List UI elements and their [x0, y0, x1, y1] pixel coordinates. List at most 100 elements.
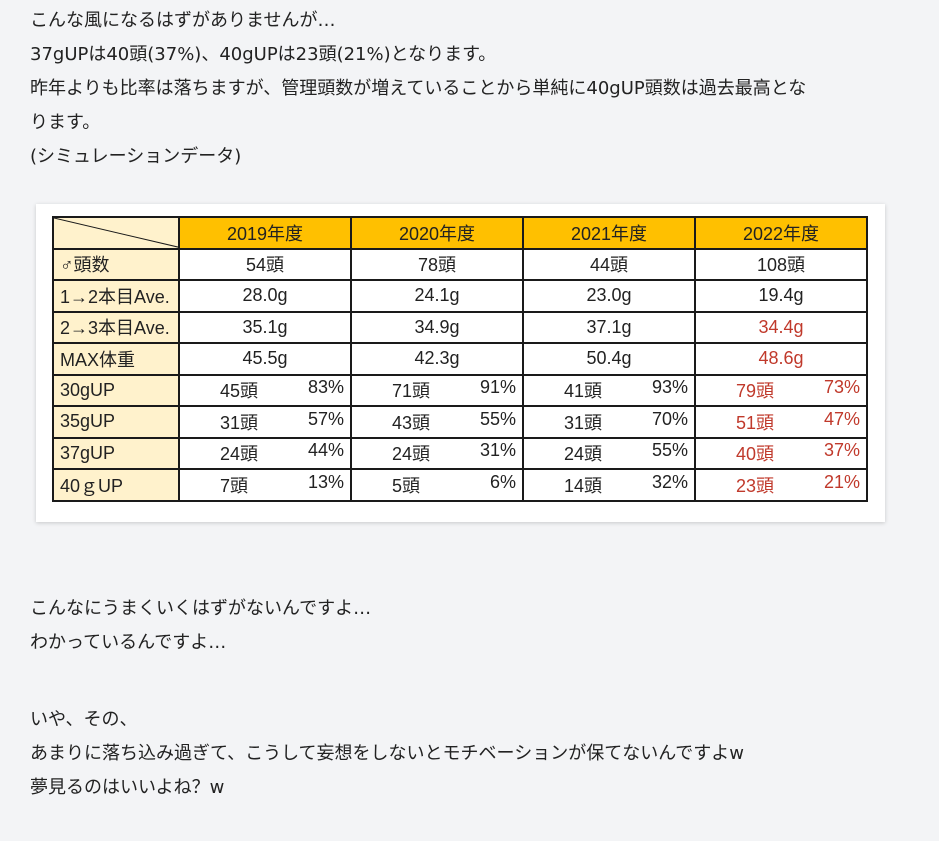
percentage: 70%	[651, 408, 688, 429]
table-row: 37gUP 24頭 44% 24頭 31% 24頭 55% 40頭 37%	[52, 436, 868, 470]
table-cell: 14頭 32%	[522, 468, 696, 502]
percentage: 73%	[823, 377, 860, 398]
cell-pair: 31頭 57%	[186, 409, 344, 435]
percentage: 6%	[489, 471, 516, 492]
simulation-table-image: 2019年度 2020年度 2021年度 2022年度 ♂頭数 54頭 78頭 44頭…	[36, 204, 885, 522]
cell-pair: 43頭 55%	[358, 409, 516, 435]
table-cell: 28.0g	[178, 279, 352, 313]
table-cell: 79頭 73%	[694, 373, 868, 407]
corner-cell	[52, 216, 180, 250]
table-cell: 24.1g	[350, 279, 524, 313]
table-cell: 41頭 93%	[522, 373, 696, 407]
cell-pair: 40頭 37%	[702, 440, 860, 466]
table-cell: 34.9g	[350, 310, 524, 344]
table-header-row: 2019年度 2020年度 2021年度 2022年度	[52, 216, 868, 250]
head-count: 41頭	[564, 381, 603, 402]
row-label: 35gUP	[52, 405, 180, 439]
cell-pair: 45頭 83%	[186, 377, 344, 403]
table-row: 35gUP 31頭 57% 43頭 55% 31頭 70% 51頭 47%	[52, 405, 868, 439]
table-row: 30gUP 45頭 83% 71頭 91% 41頭 93% 79頭 73%	[52, 373, 868, 407]
row-label: 37gUP	[52, 436, 180, 470]
table-cell: 78頭	[350, 247, 524, 281]
head-count: 24頭	[564, 444, 603, 465]
table-cell: 7頭 13%	[178, 468, 352, 502]
cell-pair: 14頭 32%	[530, 472, 688, 498]
table-cell: 5頭 6%	[350, 468, 524, 502]
simulation-table: 2019年度 2020年度 2021年度 2022年度 ♂頭数 54頭 78頭 44頭…	[52, 216, 868, 502]
percentage: 47%	[823, 408, 860, 429]
head-count: 24頭	[392, 444, 431, 465]
percentage: 91%	[479, 377, 516, 398]
cell-pair: 51頭 47%	[702, 409, 860, 435]
percentage: 93%	[651, 377, 688, 398]
outro-line: 夢見るのはいいよね？w	[30, 777, 225, 798]
percentage: 55%	[479, 408, 516, 429]
table-cell: 37.1g	[522, 310, 696, 344]
row-label: 1→2本目Ave.	[52, 279, 180, 313]
percentage: 37%	[823, 440, 860, 461]
year-header: 2019年度	[178, 216, 352, 250]
table-row: 1→2本目Ave. 28.0g 24.1g 23.0g 19.4g	[52, 279, 868, 313]
row-label: 30gUP	[52, 373, 180, 407]
percentage: 32%	[651, 471, 688, 492]
table-cell: 48.6g	[694, 342, 868, 376]
percentage: 21%	[823, 471, 860, 492]
row-label: ♂頭数	[52, 247, 180, 281]
percentage: 57%	[307, 408, 344, 429]
diagonal-line	[55, 218, 177, 247]
table-row: 2→3本目Ave. 35.1g 34.9g 37.1g 34.4g	[52, 310, 868, 344]
head-count: 14頭	[564, 475, 603, 496]
outro-line: わかっているんですよ…	[30, 632, 227, 653]
table-row: ♂頭数 54頭 78頭 44頭 108頭	[52, 247, 868, 281]
table-row: 40ｇUP 7頭 13% 5頭 6% 14頭 32% 23頭 21%	[52, 468, 868, 502]
cell-pair: 24頭 55%	[530, 440, 688, 466]
head-count: 40頭	[736, 444, 775, 465]
outro-line: こんなにうまくいくはずがないんですよ…	[30, 598, 372, 619]
cell-pair: 5頭 6%	[358, 472, 516, 498]
table-cell: 43頭 55%	[350, 405, 524, 439]
outro-line: あまりに落ち込み過ぎて、こうして妄想をしないとモチベーションが保てないんですよw	[30, 743, 745, 764]
table-cell: 108頭	[694, 247, 868, 281]
table-cell: 44頭	[522, 247, 696, 281]
cell-pair: 24頭 31%	[358, 440, 516, 466]
cell-pair: 71頭 91%	[358, 377, 516, 403]
cell-pair: 31頭 70%	[530, 409, 688, 435]
intro-line: こんな風になるはずがありませんが…	[30, 10, 336, 31]
cell-pair: 41頭 93%	[530, 377, 688, 403]
row-label: 40ｇUP	[52, 468, 180, 502]
head-count: 7頭	[220, 475, 249, 496]
intro-line: 37gUPは40頭(37%)、40gUPは23頭(21%)となります。	[30, 44, 497, 65]
head-count: 23頭	[736, 475, 775, 496]
table-cell: 54頭	[178, 247, 352, 281]
year-header: 2022年度	[694, 216, 868, 250]
head-count: 79頭	[736, 381, 775, 402]
table-cell: 24頭 44%	[178, 436, 352, 470]
percentage: 31%	[479, 440, 516, 461]
table-cell: 40頭 37%	[694, 436, 868, 470]
cell-pair: 7頭 13%	[186, 472, 344, 498]
head-count: 51頭	[736, 412, 775, 433]
year-header: 2021年度	[522, 216, 696, 250]
percentage: 55%	[651, 440, 688, 461]
outro-text-2: いや、その、 あまりに落ち込み過ぎて、こうして妄想をしないとモチベーションが保て…	[30, 703, 744, 805]
row-label: MAX体重	[52, 342, 180, 376]
table-row: MAX体重 45.5g 42.3g 50.4g 48.6g	[52, 342, 868, 376]
percentage: 13%	[307, 471, 344, 492]
table-cell: 31頭 57%	[178, 405, 352, 439]
head-count: 5頭	[392, 475, 421, 496]
head-count: 71頭	[392, 381, 431, 402]
outro-text-1: こんなにうまくいくはずがないんですよ… わかっているんですよ…	[30, 592, 371, 660]
head-count: 43頭	[392, 412, 431, 433]
row-label: 2→3本目Ave.	[52, 310, 180, 344]
table-cell: 23.0g	[522, 279, 696, 313]
intro-line: ります。	[30, 112, 101, 133]
table-cell: 23頭 21%	[694, 468, 868, 502]
intro-line: (シミュレーションデータ)	[30, 146, 242, 167]
table-cell: 71頭 91%	[350, 373, 524, 407]
head-count: 45頭	[220, 381, 259, 402]
table-cell: 42.3g	[350, 342, 524, 376]
percentage: 83%	[307, 377, 344, 398]
table-cell: 35.1g	[178, 310, 352, 344]
intro-text: こんな風になるはずがありませんが… 37gUPは40頭(37%)、40gUPは2…	[30, 4, 806, 174]
year-header: 2020年度	[350, 216, 524, 250]
